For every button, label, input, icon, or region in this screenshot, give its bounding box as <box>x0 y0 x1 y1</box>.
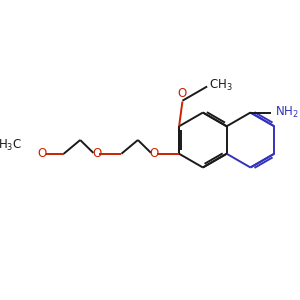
Text: CH$_3$: CH$_3$ <box>209 78 232 93</box>
Text: H$_3$C: H$_3$C <box>0 138 22 153</box>
Text: O: O <box>92 147 101 160</box>
Text: O: O <box>150 147 159 160</box>
Text: NH$_2$: NH$_2$ <box>274 105 298 120</box>
Text: O: O <box>37 147 46 160</box>
Text: O: O <box>178 87 187 100</box>
